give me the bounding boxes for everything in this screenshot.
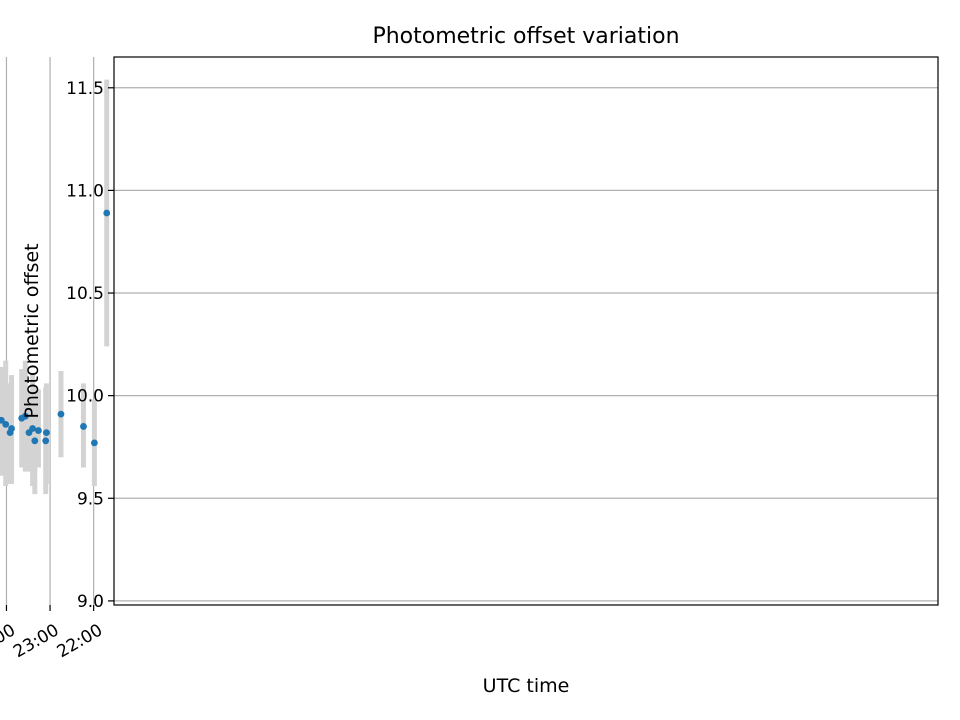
y-tick-label: 11.0 — [66, 181, 104, 201]
y-tick-label: 9.5 — [77, 489, 104, 509]
y-tick-label: 10.5 — [66, 284, 104, 304]
data-point — [90, 439, 98, 447]
plot-area — [114, 57, 938, 605]
x-axis-label: UTC time — [483, 675, 570, 697]
data-point — [2, 420, 10, 428]
data-points — [0, 209, 111, 447]
grid-lines — [5, 57, 938, 605]
data-point — [42, 437, 50, 445]
data-point — [31, 437, 39, 445]
data-point — [43, 429, 50, 436]
chart-title: Photometric offset variation — [372, 24, 679, 49]
data-point — [35, 427, 42, 434]
y-tick-label: 10.0 — [66, 387, 104, 407]
data-point — [18, 414, 26, 422]
y-tick-label: 9.0 — [77, 592, 104, 612]
data-point — [6, 429, 14, 436]
data-point — [0, 416, 5, 424]
data-point — [80, 423, 87, 430]
y-axis-label: Photometric offset — [21, 243, 43, 418]
data-point — [57, 410, 65, 418]
data-point — [25, 429, 33, 436]
plot-frame — [113, 56, 939, 606]
data-point — [103, 209, 111, 217]
y-tick-label: 11.5 — [66, 79, 104, 99]
